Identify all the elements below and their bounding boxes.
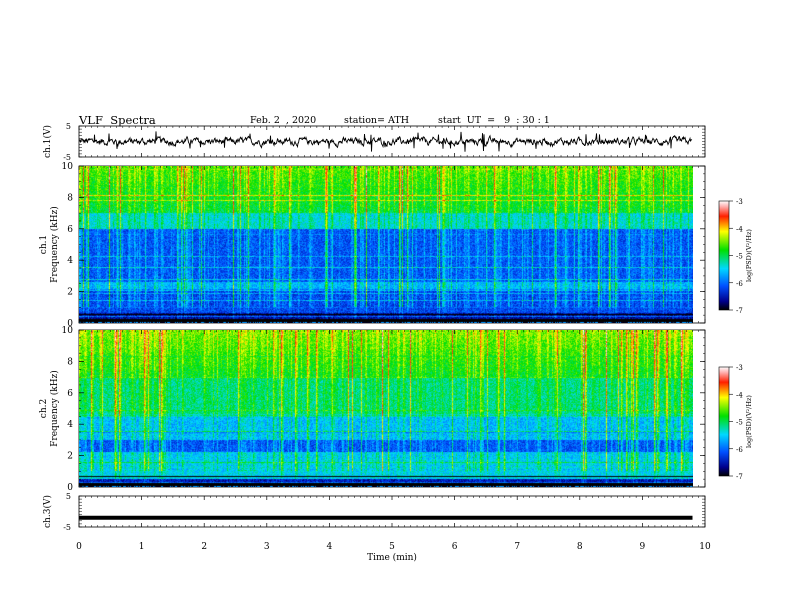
y-tick-label: -5: [63, 523, 71, 532]
x-tick-label: 7: [514, 542, 520, 552]
y-tick-label: 4: [67, 420, 73, 430]
y-tick-label: 8: [67, 357, 73, 367]
y-tick-label: 4: [67, 256, 73, 266]
y-axis-label: Frequency (kHz): [49, 370, 60, 447]
channel-label: ch.2: [39, 399, 49, 418]
y-axis-label: ch.1(V): [42, 125, 53, 158]
x-tick-label: 9: [640, 542, 646, 552]
colorbar-tick-label: -4: [736, 391, 743, 399]
x-tick-label: 10: [699, 542, 711, 552]
ch1-spectrogram: [79, 166, 693, 323]
colorbar-tick-label: -7: [736, 307, 743, 315]
y-tick-label: 8: [67, 193, 73, 203]
x-tick-label: 3: [264, 542, 270, 552]
station-label: station= ATH: [344, 115, 409, 126]
ch1-colorbar: [718, 200, 730, 311]
x-tick-label: 4: [327, 542, 333, 552]
x-tick-label: 5: [389, 542, 395, 552]
y-tick-label: -5: [63, 153, 71, 162]
channel-label: ch.1: [39, 235, 49, 254]
date-label: Feb. 2 , 2020: [250, 115, 317, 126]
y-tick-label: 10: [62, 326, 74, 336]
y-axis-label: ch.3(V): [42, 495, 53, 528]
chart-title: VLF Spectra: [79, 113, 156, 127]
y-tick-label: 6: [67, 225, 73, 235]
x-tick-label: 8: [577, 542, 583, 552]
colorbar-tick-label: -4: [736, 225, 743, 233]
x-tick-label: 1: [139, 542, 145, 552]
colorbar-tick-label: -3: [736, 364, 743, 372]
y-axis-label: Frequency (kHz): [49, 206, 60, 283]
ch3-waveform-panel: [78, 495, 706, 528]
x-tick-label: 0: [76, 542, 82, 552]
colorbar-tick-label: -5: [736, 419, 743, 427]
y-tick-label: 2: [67, 452, 73, 462]
y-tick-label: 6: [67, 389, 73, 399]
colorbar-tick-label: -3: [736, 198, 743, 206]
x-tick-label: 6: [452, 542, 458, 552]
y-tick-label: 0: [67, 483, 73, 493]
ch2-colorbar: [718, 366, 730, 477]
colorbar-tick-label: -6: [736, 446, 743, 454]
y-tick-label: 10: [62, 162, 74, 172]
start-time-label: start UT = 9 : 30 : 1: [438, 115, 550, 126]
y-tick-label: 5: [66, 492, 71, 501]
y-tick-label: 0: [67, 319, 73, 329]
y-tick-label: 5: [66, 122, 71, 131]
colorbar-tick-label: -7: [736, 473, 743, 481]
colorbar-tick-label: -6: [736, 280, 743, 288]
colorbar-tick-label: -5: [736, 253, 743, 261]
ch2-spectrogram: [79, 330, 693, 487]
ch1-waveform-line: [78, 131, 693, 152]
x-tick-label: 2: [201, 542, 207, 552]
y-tick-label: 2: [67, 288, 73, 298]
colorbar-label: log(PSD)(V²/Hz): [745, 395, 753, 448]
colorbar-label: log(PSD)(V²/Hz): [745, 229, 753, 282]
x-axis-label: Time (min): [367, 552, 417, 563]
